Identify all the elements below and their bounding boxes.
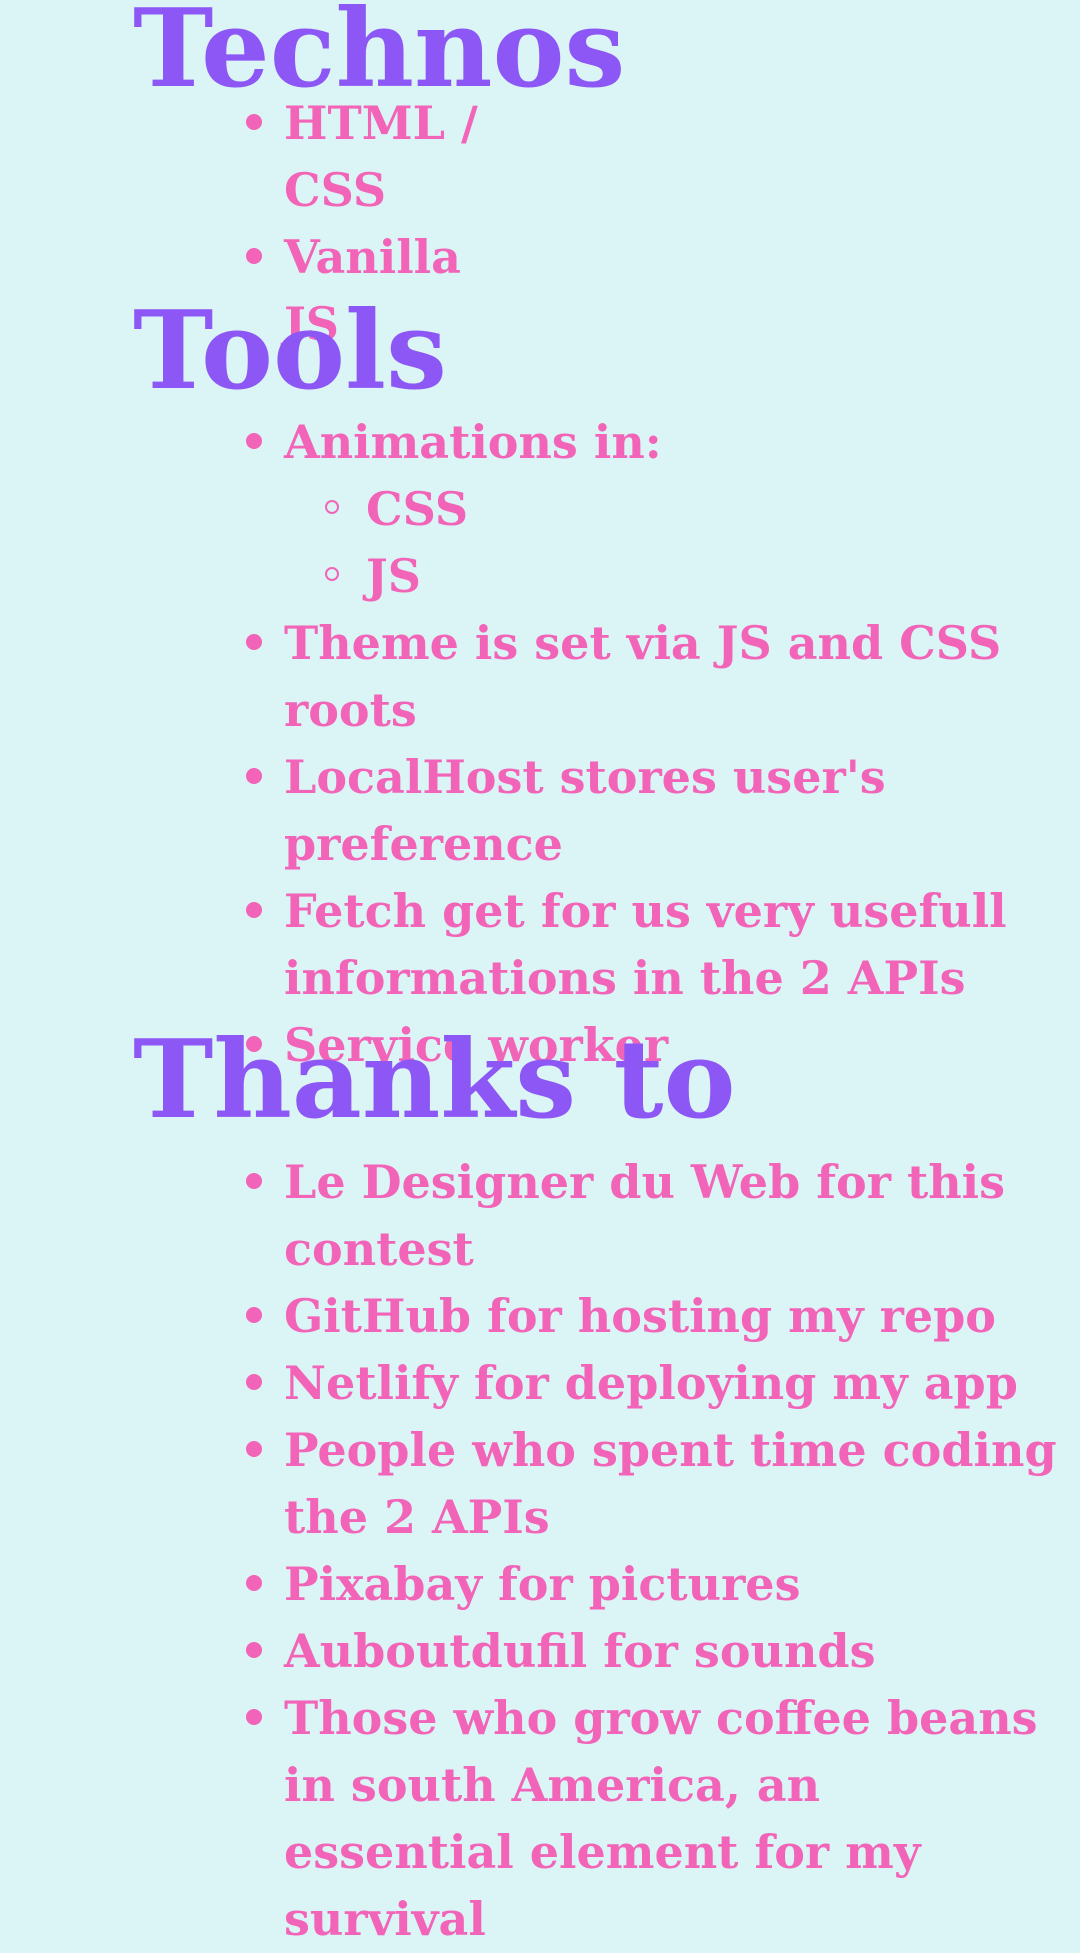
list-item: Fetch get for us very usefull informatio… bbox=[246, 878, 1080, 1012]
thanks-list: Le Designer du Web for this contest GitH… bbox=[246, 1149, 1064, 1953]
list-item: People who spent time coding the 2 APIs bbox=[246, 1417, 1064, 1551]
thanks-heading: Thanks to bbox=[133, 1017, 736, 1143]
list-item: GitHub for hosting my repo bbox=[246, 1283, 1064, 1350]
technos-heading: Technos bbox=[133, 0, 626, 112]
tools-list: Animations in: CSS JS Theme is set via J… bbox=[246, 409, 1080, 1079]
animations-sublist: CSS JS bbox=[325, 476, 1080, 610]
list-item: Netlify for deploying my app bbox=[246, 1350, 1064, 1417]
list-item: LocalHost stores user's preference bbox=[246, 744, 1080, 878]
sublist-item: JS bbox=[325, 543, 1080, 610]
list-item: Vanilla JS bbox=[246, 224, 484, 358]
list-item: HTML / CSS bbox=[246, 90, 484, 224]
list-item: Auboutdufil for sounds bbox=[246, 1618, 1064, 1685]
animations-label: Animations in: bbox=[284, 415, 662, 469]
list-item: Those who grow coffee beans in south Ame… bbox=[246, 1685, 1064, 1953]
tools-heading: Tools bbox=[133, 288, 447, 414]
sublist-item: CSS bbox=[325, 476, 1080, 543]
list-item-animations: Animations in: CSS JS bbox=[246, 409, 1080, 610]
list-item: Service worker bbox=[246, 1012, 1080, 1079]
technos-list: HTML / CSS Vanilla JS bbox=[246, 90, 484, 358]
list-item: Le Designer du Web for this contest bbox=[246, 1149, 1064, 1283]
list-item: Theme is set via JS and CSS roots bbox=[246, 610, 1080, 744]
list-item: Pixabay for pictures bbox=[246, 1551, 1064, 1618]
